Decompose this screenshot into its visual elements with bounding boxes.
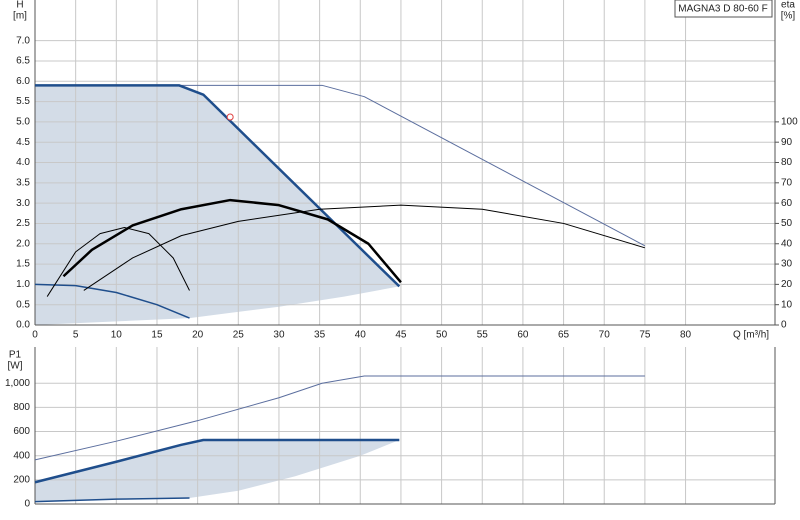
range-area xyxy=(35,439,400,502)
y-tick-label: 3.0 xyxy=(16,198,30,209)
x-tick-label: 40 xyxy=(355,330,367,341)
y-tick-label: 0.0 xyxy=(16,320,30,331)
x-tick-label: 65 xyxy=(558,330,570,341)
y2-axis-label: [%] xyxy=(781,11,796,22)
x-tick-label: 35 xyxy=(314,330,326,341)
x-tick-label: 20 xyxy=(192,330,204,341)
y-tick-label: 4.5 xyxy=(16,137,30,148)
y-tick-label: 800 xyxy=(13,402,30,413)
y2-tick-label: 40 xyxy=(781,238,793,249)
x-tick-label: 55 xyxy=(477,330,489,341)
y-axis-label: [W] xyxy=(8,361,23,372)
y2-tick-label: 100 xyxy=(781,117,798,128)
y2-tick-label: 20 xyxy=(781,279,793,290)
y2-tick-label: 0 xyxy=(781,320,787,331)
y-tick-label: 1.5 xyxy=(16,259,30,270)
y2-tick-label: 30 xyxy=(781,259,793,270)
curve xyxy=(34,283,190,319)
y-tick-label: 4.0 xyxy=(16,157,30,168)
curve xyxy=(83,204,646,291)
y-tick-label: 6.5 xyxy=(16,56,30,67)
y-tick-label: 400 xyxy=(13,450,30,461)
y2-axis-label: eta xyxy=(781,0,795,11)
x-tick-label: 0 xyxy=(32,330,38,341)
y-tick-label: 2.0 xyxy=(16,238,30,249)
curve xyxy=(34,497,190,503)
y-tick-label: 0 xyxy=(24,499,30,510)
x-tick-label: 70 xyxy=(599,330,611,341)
x-tick-label: 80 xyxy=(680,330,692,341)
chart-title: MAGNA3 D 80-60 F xyxy=(678,4,767,15)
y-axis-label: P1 xyxy=(9,350,22,361)
x-tick-label: 75 xyxy=(639,330,651,341)
x-axis-label: Q [m³/h] xyxy=(733,330,769,341)
y2-tick-label: 80 xyxy=(781,157,793,168)
x-tick-label: 25 xyxy=(233,330,245,341)
curve xyxy=(34,375,645,461)
y-tick-label: 600 xyxy=(13,426,30,437)
x-tick-label: 30 xyxy=(273,330,285,341)
y-tick-label: 2.5 xyxy=(16,218,30,229)
y-axis-label: [m] xyxy=(13,11,27,22)
title-box xyxy=(674,0,773,18)
y-tick-label: 3.5 xyxy=(16,177,30,188)
y2-tick-label: 90 xyxy=(781,137,793,148)
curve xyxy=(35,84,401,288)
range-area xyxy=(35,85,400,325)
x-tick-label: 50 xyxy=(436,330,448,341)
x-tick-label: 45 xyxy=(395,330,407,341)
y-axis-label: H xyxy=(16,0,23,11)
x-tick-label: 15 xyxy=(151,330,163,341)
y2-tick-label: 10 xyxy=(781,299,793,310)
y2-tick-label: 70 xyxy=(781,177,793,188)
y-tick-label: 6.0 xyxy=(16,76,30,87)
y-tick-label: 200 xyxy=(13,474,30,485)
x-tick-label: 10 xyxy=(111,330,123,341)
x-tick-label: 5 xyxy=(73,330,79,341)
curve xyxy=(178,84,646,247)
y-tick-label: 0.5 xyxy=(16,299,30,310)
y-tick-label: 5.5 xyxy=(16,96,30,107)
y-tick-label: 7.0 xyxy=(16,35,30,46)
y2-tick-label: 60 xyxy=(781,198,793,209)
duty-point xyxy=(226,113,234,121)
y-tick-label: 5.0 xyxy=(16,117,30,128)
curve xyxy=(46,227,190,297)
y-tick-label: 1,000 xyxy=(5,378,30,389)
y-tick-label: 1.0 xyxy=(16,279,30,290)
y2-tick-label: 50 xyxy=(781,218,793,229)
curve xyxy=(34,438,400,484)
x-tick-label: 60 xyxy=(517,330,529,341)
curve xyxy=(62,198,402,284)
